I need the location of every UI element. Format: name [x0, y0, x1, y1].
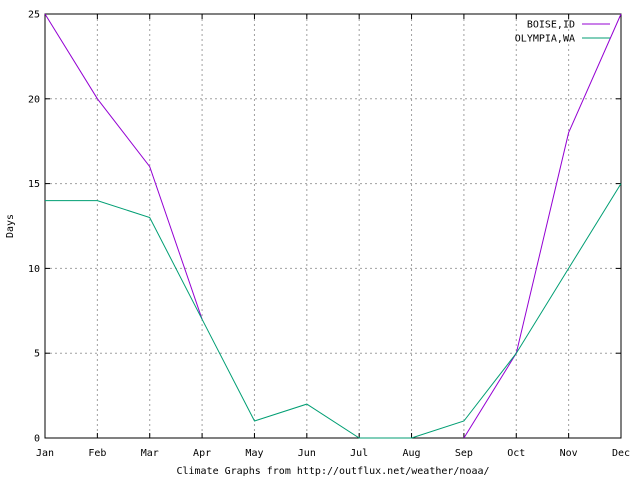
series-lines — [44, 13, 622, 439]
x-tick-label: Jan — [36, 448, 54, 459]
legend: BOISE,ID OLYMPIA,WA — [515, 20, 610, 45]
x-tick-label: Apr — [193, 448, 211, 459]
grid-lines — [45, 14, 621, 438]
series-line-0 — [463, 13, 622, 439]
x-tick-label: Jun — [298, 448, 316, 459]
y-tick-label: 10 — [28, 264, 40, 275]
y-axis-label: Days — [5, 214, 16, 238]
x-tick-label: Mar — [141, 448, 159, 459]
x-tick-label: Dec — [612, 448, 630, 459]
y-tick-label: 20 — [28, 94, 40, 105]
x-axis-ticks: Jan Feb Mar Apr May Jun Jul Aug Sep Oct Nov Dec — [36, 14, 630, 459]
x-tick-label: Aug — [403, 448, 421, 459]
y-tick-label: 0 — [34, 434, 40, 445]
y-tick-label: 5 — [34, 349, 40, 360]
x-tick-label: Oct — [507, 448, 525, 459]
legend-label: OLYMPIA,WA — [515, 34, 575, 45]
x-tick-label: Feb — [88, 448, 106, 459]
x-tick-label: May — [245, 448, 263, 459]
x-axis-label: Climate Graphs from http://outflux.net/w… — [176, 466, 489, 477]
series-line-0 — [44, 13, 203, 320]
x-tick-label: Nov — [560, 448, 578, 459]
x-tick-label: Sep — [455, 448, 473, 459]
plot-border — [44, 13, 622, 439]
legend-label: BOISE,ID — [527, 20, 575, 31]
series-line-1 — [45, 183, 622, 439]
y-axis-ticks: 0 5 10 15 20 25 — [28, 10, 621, 445]
y-tick-label: 15 — [28, 179, 40, 190]
y-tick-label: 25 — [28, 10, 40, 21]
x-tick-label: Jul — [350, 448, 368, 459]
